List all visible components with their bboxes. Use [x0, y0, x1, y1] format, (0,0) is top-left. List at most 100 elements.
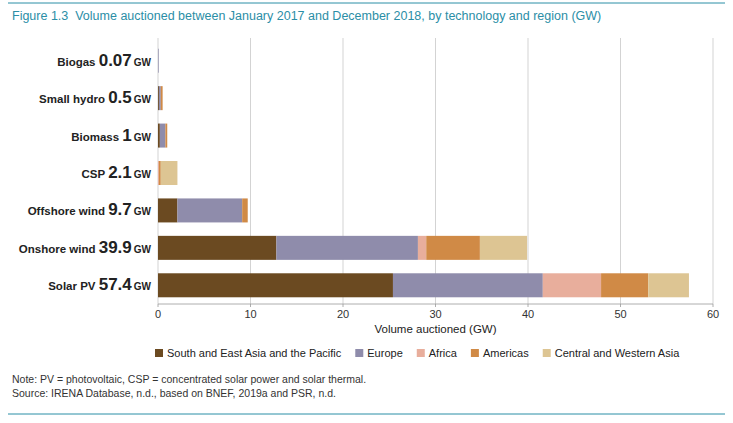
- bar-segment: [162, 86, 163, 110]
- x-axis-label: Volume auctioned (GW): [374, 323, 496, 335]
- category-label: Solar PV 57.4GW: [48, 275, 151, 294]
- legend-swatch: [155, 349, 163, 357]
- bar-segment: [158, 273, 393, 297]
- bar-segment: [158, 161, 159, 185]
- title: Figure 1.3 Volume auctioned between Janu…: [12, 9, 601, 23]
- bar-segment: [480, 236, 527, 260]
- legend-swatch: [417, 349, 425, 357]
- bar-segment: [601, 273, 648, 297]
- total-unit: GW: [134, 94, 152, 105]
- category-name: Offshore wind: [28, 205, 109, 217]
- bottom-rule: [8, 414, 725, 415]
- legend-label: Central and Western Asia: [555, 347, 680, 359]
- tick-label: 20: [337, 308, 349, 320]
- bars: [158, 49, 689, 298]
- grid: [158, 38, 713, 307]
- legend-label: South and East Asia and the Pacific: [167, 347, 342, 359]
- category-total: 2.1: [108, 163, 132, 182]
- bar-segment: [418, 236, 426, 260]
- total-unit: GW: [134, 206, 152, 217]
- bar-segment: [160, 124, 166, 148]
- legend-label: Americas: [483, 347, 529, 359]
- bar-segment: [158, 161, 159, 185]
- category-label: Biogas 0.07GW: [57, 51, 151, 70]
- total-unit: GW: [134, 132, 152, 143]
- category-total: 0.5: [108, 88, 132, 107]
- category-label: Biomass 1GW: [71, 126, 151, 145]
- category-name: Solar PV: [48, 280, 99, 292]
- category-total: 57.4: [99, 275, 133, 294]
- legend-swatch: [543, 349, 551, 357]
- tick-mark: [528, 304, 529, 307]
- grid-line: [620, 38, 621, 304]
- grid-line: [343, 38, 344, 304]
- tick-mark: [713, 304, 714, 307]
- bar-segment: [426, 236, 480, 260]
- tick-mark: [343, 304, 344, 307]
- tick-label: 30: [429, 308, 441, 320]
- x-axis-line: [158, 304, 713, 305]
- bar-segment: [158, 49, 159, 73]
- bar-segment: [158, 49, 159, 73]
- tick-mark: [250, 304, 251, 307]
- grid-line: [250, 38, 251, 304]
- bar-segment: [543, 273, 601, 297]
- legend-swatch: [355, 349, 363, 357]
- bar-segment: [158, 198, 177, 222]
- grid-line: [435, 38, 436, 304]
- category-total: 0.07: [99, 51, 132, 70]
- top-rule: [8, 3, 725, 4]
- legend: South and East Asia and the Pacific Europ…: [155, 347, 680, 359]
- tick-label: 0: [155, 308, 161, 320]
- bar-segment: [393, 273, 543, 297]
- bar-segment: [158, 49, 159, 73]
- tick-label: 40: [522, 308, 534, 320]
- category-name: CSP: [82, 168, 109, 180]
- category-name: Biomass: [71, 131, 122, 143]
- bar-segment: [159, 86, 161, 110]
- total-unit: GW: [134, 281, 152, 292]
- total-unit: GW: [134, 169, 152, 180]
- bar-segment: [167, 124, 168, 148]
- bar-segment: [247, 198, 248, 222]
- category-name: Biogas: [57, 56, 99, 68]
- tick-label: 10: [244, 308, 256, 320]
- tick-mark: [158, 304, 159, 307]
- bar-segment: [158, 124, 160, 148]
- bar-segment: [648, 273, 689, 297]
- tick-mark: [620, 304, 621, 307]
- tick-label: 50: [614, 308, 626, 320]
- bar-segment: [159, 161, 161, 185]
- note: Note: PV = photovoltaic, CSP = concentra…: [12, 373, 366, 385]
- category-label: CSP 2.1GW: [82, 163, 152, 182]
- legend-label: Europe: [367, 347, 402, 359]
- bar-segment: [158, 236, 276, 260]
- category-name: Small hydro: [39, 93, 108, 105]
- category-label: Onshore wind 39.9GW: [19, 238, 152, 257]
- bar-segment: [177, 198, 242, 222]
- category-label: Small hydro 0.5GW: [39, 88, 151, 107]
- category-total: 1: [122, 126, 131, 145]
- bar-segment: [161, 161, 178, 185]
- total-unit: GW: [134, 57, 152, 68]
- bar-segment: [165, 124, 167, 148]
- bar-segment: [276, 236, 418, 260]
- bar-segment: [242, 198, 248, 222]
- tick-label: 60: [707, 308, 719, 320]
- bar-segment: [161, 86, 163, 110]
- legend-swatch: [471, 349, 479, 357]
- grid-line: [528, 38, 529, 304]
- tick-mark: [435, 304, 436, 307]
- note: Source: IRENA Database, n.d., based on B…: [12, 387, 336, 399]
- category-total: 39.9: [99, 238, 132, 257]
- category-label: Offshore wind 9.7GW: [28, 200, 152, 219]
- bar-segment: [158, 49, 159, 73]
- bar-segment: [158, 49, 159, 73]
- grid-line: [158, 38, 159, 304]
- grid-line: [713, 38, 714, 304]
- category-total: 9.7: [108, 200, 132, 219]
- category-name: Onshore wind: [19, 243, 99, 255]
- chart: Figure 1.3 Volume auctioned between Janu…: [0, 0, 733, 423]
- legend-label: Africa: [429, 347, 458, 359]
- total-unit: GW: [134, 244, 152, 255]
